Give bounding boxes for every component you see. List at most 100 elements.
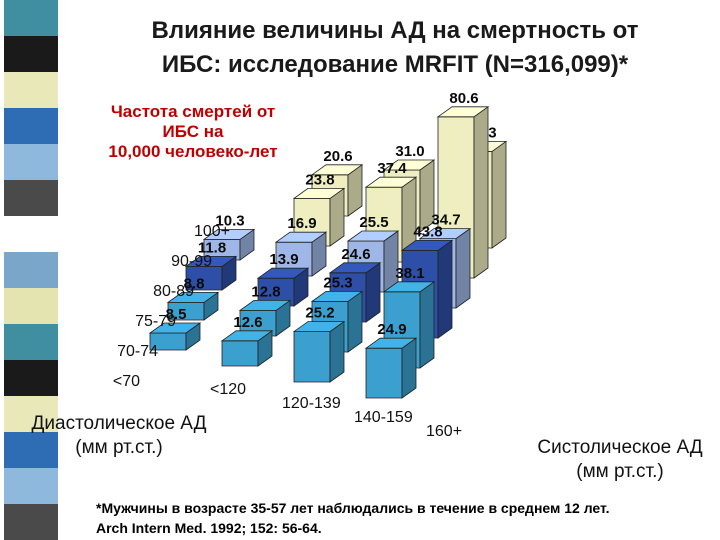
bar-top-face xyxy=(166,291,220,303)
bar-value-label: 37.4 xyxy=(377,160,407,177)
bar-side-face xyxy=(491,140,507,249)
stripe-block xyxy=(4,396,58,432)
bar-value-label: 20.6 xyxy=(323,148,352,165)
systolic-tick-label: <120 xyxy=(210,381,246,398)
stripe-block xyxy=(4,216,58,252)
bar-top-face xyxy=(382,159,436,171)
bar-side-face xyxy=(437,239,453,339)
bar-80-89-<120 xyxy=(202,228,256,261)
diastolic-tick-label: 75-79 xyxy=(135,313,176,330)
bar-top-face xyxy=(418,228,472,240)
systolic-axis-title-line-2: (мм рт.ст.) xyxy=(576,461,664,482)
title-line-2: ИБС: исследование MRFIT (N=316,099)* xyxy=(161,51,629,78)
stripe-block xyxy=(4,108,58,144)
stripe-block xyxy=(4,360,58,396)
stripe-block xyxy=(4,72,58,108)
bar-value-label: 31.0 xyxy=(395,143,424,160)
footnote-line-2: Arch Intern Med. 1992; 152: 56-64. xyxy=(96,520,322,536)
bar-value-label: 25.2 xyxy=(305,305,334,322)
bar-value-label: 12.8 xyxy=(251,283,280,300)
bar-value-label: 11.8 xyxy=(198,239,226,256)
diastolic-axis-title: Диастолическое АД (мм рт.ст.) xyxy=(14,412,224,460)
footnote-line-1: *Мужчины в возрасте 35-57 лет наблюдалис… xyxy=(96,500,610,516)
bar-70-74-<120 xyxy=(166,291,220,321)
bar-top-face xyxy=(436,106,490,118)
footnote: *Мужчины в возрасте 35-57 лет наблюдалис… xyxy=(96,498,610,538)
bar-top-face xyxy=(202,228,256,240)
bar-75-79-120-139 xyxy=(256,267,310,307)
stripe-block xyxy=(4,36,58,72)
bar-value-label: 38.1 xyxy=(395,265,424,282)
stripe-block xyxy=(4,144,58,180)
bar-top-face xyxy=(292,321,346,333)
bar-value-label: 12.6 xyxy=(233,314,262,331)
y-axis-label-line-1: Частота смертей от xyxy=(110,102,276,121)
diastolic-axis-title-line-1: Диастолическое АД xyxy=(31,413,207,434)
bar-top-face xyxy=(364,337,418,349)
bar-side-face xyxy=(473,106,489,279)
stripe-block xyxy=(4,252,58,288)
bar-80-89-120-139 xyxy=(274,231,328,277)
systolic-tick-label: 140-159 xyxy=(354,409,413,426)
title-line-1: Влияние величины АД на смертность от xyxy=(151,17,639,44)
bar-side-face xyxy=(419,281,435,369)
bar-75-79-<120 xyxy=(184,255,238,291)
bar-top-face xyxy=(292,187,346,199)
bar-value-label: 13.9 xyxy=(269,251,298,268)
y-axis-label: Частота смертей от ИБС на 10,000 человек… xyxy=(88,102,298,162)
systolic-axis-title: Систолическое АД (мм рт.ст.) xyxy=(520,436,720,484)
bar-top-face xyxy=(346,230,400,242)
bar-top-face xyxy=(184,255,238,267)
bar-value-label: 80.6 xyxy=(449,90,478,107)
bar-value-label: 8.8 xyxy=(184,275,205,292)
bar-top-face xyxy=(364,176,418,188)
stripe-block xyxy=(4,288,58,324)
bar-value-label: 23.8 xyxy=(305,171,334,188)
bar-top-face xyxy=(382,281,436,293)
y-axis-label-line-2: ИБС на xyxy=(162,122,224,141)
bar-value-label: 25.3 xyxy=(323,274,352,291)
bar-value-label: 34.7 xyxy=(431,212,460,229)
stripe-block xyxy=(4,324,58,360)
bar-side-face xyxy=(455,227,471,309)
bar-<70-120-139 xyxy=(220,330,274,367)
y-axis-label-line-3: 10,000 человеко-лет xyxy=(108,142,278,161)
bar-value-label: 16.9 xyxy=(287,215,316,232)
bar-front-face xyxy=(365,347,403,399)
systolic-tick-label: 120-139 xyxy=(282,395,341,412)
bar-side-face xyxy=(347,290,363,353)
bar-top-face xyxy=(274,231,328,243)
bar-top-face xyxy=(238,299,292,311)
diastolic-tick-label: 90-99 xyxy=(171,253,212,270)
bar-side-face xyxy=(329,320,345,383)
bar-value-label: 25.5 xyxy=(359,214,388,231)
bar-top-face xyxy=(256,267,310,279)
bar-top-face xyxy=(310,290,364,302)
systolic-tick-label: 160+ xyxy=(426,423,462,440)
diastolic-tick-label: 100+ xyxy=(194,223,230,240)
bar-top-face xyxy=(400,239,454,251)
diastolic-tick-label: 80-89 xyxy=(153,283,194,300)
bar-value-label: 43.8 xyxy=(413,223,442,240)
diastolic-tick-label: 70-74 xyxy=(117,343,158,360)
bar-top-face xyxy=(328,262,382,274)
bar-top-face xyxy=(220,330,274,342)
diastolic-tick-label: <70 xyxy=(113,373,140,390)
systolic-axis-title-line-1: Систолическое АД xyxy=(537,437,703,458)
bar-top-face xyxy=(148,322,202,334)
bar-value-label: 24.9 xyxy=(377,321,406,338)
bar-top-face xyxy=(310,164,364,176)
bar-<70-<120 xyxy=(148,322,202,351)
diastolic-axis-title-line-2: (мм рт.ст.) xyxy=(75,437,163,458)
stripe-block xyxy=(4,468,58,504)
stripe-block xyxy=(4,432,58,468)
stripe-block xyxy=(4,504,58,540)
bar-value-label: 24.6 xyxy=(341,246,370,263)
stripe-block xyxy=(4,180,58,216)
bar-front-face xyxy=(293,331,331,383)
bar-70-74-120-139 xyxy=(238,299,292,337)
bar-value-label: 10.3 xyxy=(215,212,244,229)
bar-front-face xyxy=(221,340,259,367)
decorative-stripe xyxy=(4,0,58,540)
